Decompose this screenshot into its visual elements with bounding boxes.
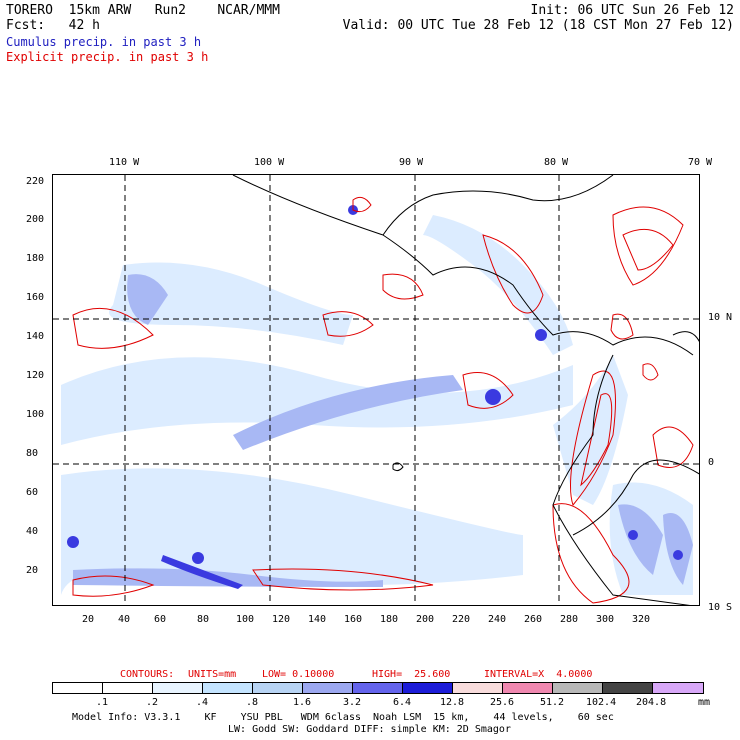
grid-x-label: 220 [452, 614, 471, 625]
cumulus-heavy-cores [67, 205, 683, 589]
model-info: Model Info: V3.3.1 KF YSU PBL WDM 6class… [72, 712, 614, 723]
map-canvas [53, 175, 699, 605]
lat-label-10n: 10 N [708, 312, 733, 323]
colorbar-label: .4 [196, 697, 209, 708]
colorbar-label: 25.6 [490, 697, 515, 708]
colorbar-bin [353, 683, 403, 693]
physics-info: LW: Godd SW: Goddard DIFF: simple KM: 2D… [228, 724, 511, 735]
coastlines [232, 175, 699, 605]
colorbar-bin [453, 683, 503, 693]
grid-y-label: 220 [26, 176, 45, 187]
colorbar-bin [553, 683, 603, 693]
colorbar-label: .8 [246, 697, 259, 708]
colorbar-label: .1 [96, 697, 109, 708]
contours-high: HIGH= 25.600 [372, 669, 451, 680]
colorbar-units: mm [698, 697, 711, 708]
grid-x-label: 260 [524, 614, 543, 625]
colorbar-bin [53, 683, 103, 693]
contours-low: LOW= 0.10000 [262, 669, 335, 680]
colorbar-bin [303, 683, 353, 693]
grid-x-label: 160 [344, 614, 363, 625]
grid-x-label: 300 [596, 614, 615, 625]
lon-label-100w: 100 W [254, 157, 285, 168]
colorbar-bin [603, 683, 653, 693]
colorbar-label: 204.8 [636, 697, 667, 708]
grid-x-label: 180 [380, 614, 399, 625]
colorbar-bin [503, 683, 553, 693]
grid-y-label: 60 [26, 487, 39, 498]
colorbar-bin [203, 683, 253, 693]
contours-units: UNITS=mm [188, 669, 237, 680]
grid-x-label: 140 [308, 614, 327, 625]
grid-y-label: 20 [26, 565, 39, 576]
colorbar-bin [653, 683, 703, 693]
grid-y-label: 100 [26, 409, 45, 420]
explicit-precip-contours [72, 196, 694, 604]
colorbar [52, 682, 704, 694]
lon-label-110w: 110 W [109, 157, 140, 168]
contours-label: CONTOURS: [120, 669, 175, 680]
grid-y-label: 120 [26, 370, 45, 381]
grid-x-label: 120 [272, 614, 291, 625]
init-time: Init: 06 UTC Sun 26 Feb 12 [530, 3, 735, 18]
grid-y-label: 140 [26, 331, 45, 342]
contours-interval: INTERVAL=X 4.0000 [484, 669, 593, 680]
colorbar-bin [253, 683, 303, 693]
grid-y-label: 180 [26, 253, 45, 264]
colorbar-label: 51.2 [540, 697, 565, 708]
colorbar-label: 102.4 [586, 697, 617, 708]
grid-x-label: 240 [488, 614, 507, 625]
grid-y-label: 200 [26, 214, 45, 225]
colorbar-bin [403, 683, 453, 693]
grid-x-label: 80 [197, 614, 210, 625]
colorbar-label: 12.8 [440, 697, 465, 708]
colorbar-bin [103, 683, 153, 693]
explicit-legend: Explicit precip. in past 3 h [6, 50, 209, 64]
grid-x-label: 200 [416, 614, 435, 625]
colorbar-label: 6.4 [393, 697, 412, 708]
latlon-grid [53, 175, 699, 605]
colorbar-label: .2 [146, 697, 159, 708]
grid-x-label: 40 [118, 614, 131, 625]
lat-label-10s: 10 S [708, 602, 733, 613]
forecast-hour: Fcst: 42 h [6, 18, 100, 33]
grid-y-label: 80 [26, 448, 39, 459]
cumulus-legend: Cumulus precip. in past 3 h [6, 35, 202, 49]
grid-x-label: 20 [82, 614, 95, 625]
grid-x-label: 320 [632, 614, 651, 625]
lon-label-90w: 90 W [399, 157, 424, 168]
lon-label-70w: 70 W [688, 157, 713, 168]
grid-x-label: 60 [154, 614, 167, 625]
grid-x-label: 280 [560, 614, 579, 625]
cumulus-medium-fields [73, 274, 693, 587]
grid-y-label: 160 [26, 292, 45, 303]
colorbar-label: 3.2 [343, 697, 362, 708]
valid-time: Valid: 00 UTC Tue 28 Feb 12 (18 CST Mon … [342, 18, 734, 33]
colorbar-label: 1.6 [293, 697, 312, 708]
lat-label-0: 0 [708, 457, 715, 468]
lon-label-80w: 80 W [544, 157, 569, 168]
colorbar-bin [153, 683, 203, 693]
precip-map [52, 174, 700, 606]
grid-x-label: 100 [236, 614, 255, 625]
model-title: TORERO 15km ARW Run2 NCAR/MMM [6, 3, 280, 18]
grid-y-label: 40 [26, 526, 39, 537]
